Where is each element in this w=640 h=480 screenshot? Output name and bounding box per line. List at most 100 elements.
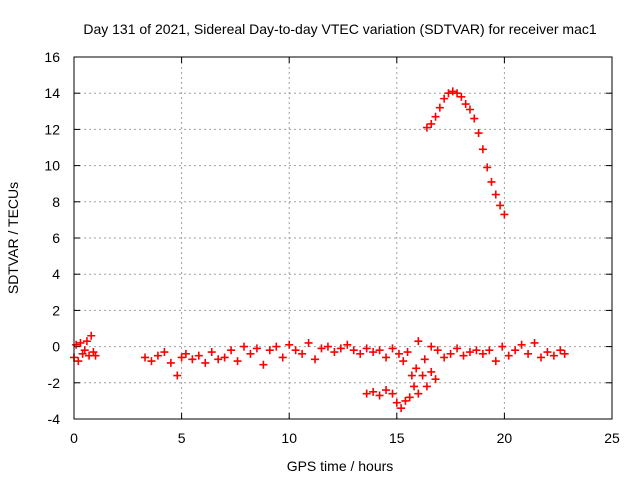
data-point xyxy=(500,210,509,219)
data-point xyxy=(285,340,294,349)
y-axis-label: SDTVAR / TECUs xyxy=(5,182,21,294)
data-point xyxy=(440,353,449,362)
data-point xyxy=(82,337,91,346)
data-point xyxy=(87,331,96,340)
y-tick-label: -2 xyxy=(48,375,61,391)
data-point xyxy=(414,337,423,346)
data-point xyxy=(453,89,462,98)
data-point xyxy=(496,201,505,210)
series-sdtvar-low-cluster xyxy=(70,331,569,413)
data-point xyxy=(536,353,545,362)
x-axis-label: GPS time / hours xyxy=(287,458,394,474)
y-tick-label: 0 xyxy=(52,339,60,355)
data-point xyxy=(474,129,483,138)
data-point xyxy=(549,351,558,360)
data-point xyxy=(491,190,500,199)
data-point xyxy=(375,391,384,400)
data-point xyxy=(246,349,255,358)
y-tick-label: 12 xyxy=(44,121,60,137)
x-tick-label: 25 xyxy=(604,430,620,446)
y-tick-label: -4 xyxy=(48,411,61,427)
axis-ticks: 0 5 10 15 20 25 -4 -2 0 2 4 6 8 10 12 14 16 xyxy=(44,49,620,446)
data-point xyxy=(362,389,371,398)
data-point xyxy=(433,346,442,355)
data-point xyxy=(147,357,156,366)
data-point xyxy=(517,340,526,349)
data-point xyxy=(317,344,326,353)
data-point xyxy=(382,353,391,362)
data-point xyxy=(291,346,300,355)
data-point xyxy=(556,346,565,355)
y-tick-label: 6 xyxy=(52,230,60,246)
x-tick-label: 10 xyxy=(281,430,297,446)
data-point xyxy=(76,338,85,347)
data-point xyxy=(487,177,496,186)
data-point xyxy=(461,100,470,109)
chart-title: Day 131 of 2021, Sidereal Day-to-day VTE… xyxy=(83,21,596,37)
data-point xyxy=(72,340,81,349)
data-point xyxy=(207,348,216,357)
data-point xyxy=(410,382,419,391)
data-point xyxy=(160,348,169,357)
data-point xyxy=(181,349,190,358)
data-point xyxy=(422,382,431,391)
data-point xyxy=(448,87,457,96)
data-point xyxy=(375,346,384,355)
data-point xyxy=(141,353,150,362)
data-point xyxy=(177,353,186,362)
data-point xyxy=(485,346,494,355)
data-point xyxy=(543,348,552,357)
data-point xyxy=(91,351,100,360)
data-point xyxy=(459,351,468,360)
data-point xyxy=(388,344,397,353)
data-point xyxy=(431,112,440,121)
y-tick-label: 2 xyxy=(52,302,60,318)
y-tick-label: 8 xyxy=(52,194,60,210)
data-point xyxy=(388,389,397,398)
data-point xyxy=(356,349,365,358)
data-point xyxy=(227,346,236,355)
data-point xyxy=(336,344,345,353)
data-point xyxy=(252,344,261,353)
data-point xyxy=(394,349,403,358)
data-point xyxy=(504,351,513,360)
data-point xyxy=(166,358,175,367)
data-point xyxy=(418,371,427,380)
data-point xyxy=(201,358,210,367)
data-point xyxy=(470,114,479,123)
x-tick-label: 5 xyxy=(178,430,186,446)
data-point xyxy=(511,346,520,355)
data-point xyxy=(427,119,436,128)
data-point xyxy=(220,353,229,362)
data-point xyxy=(453,344,462,353)
data-point xyxy=(311,355,320,364)
data-point xyxy=(427,342,436,351)
data-point xyxy=(444,89,453,98)
data-point xyxy=(397,404,406,413)
data-point xyxy=(465,105,474,114)
y-tick-label: 10 xyxy=(44,158,60,174)
data-point xyxy=(405,393,414,402)
data-point xyxy=(414,389,423,398)
data-points xyxy=(70,87,569,413)
data-point xyxy=(478,349,487,358)
data-point xyxy=(422,123,431,132)
data-point xyxy=(498,342,507,351)
data-point xyxy=(214,355,223,364)
data-point xyxy=(431,375,440,384)
data-point xyxy=(440,94,449,103)
data-point xyxy=(74,357,83,366)
data-point xyxy=(392,398,401,407)
data-point xyxy=(265,346,274,355)
data-point xyxy=(435,103,444,112)
data-point xyxy=(233,357,242,366)
data-point xyxy=(478,145,487,154)
x-tick-label: 15 xyxy=(389,430,405,446)
y-tick-label: 14 xyxy=(44,85,60,101)
data-point xyxy=(382,386,391,395)
data-point xyxy=(403,348,412,357)
data-point xyxy=(369,348,378,357)
data-point xyxy=(457,92,466,101)
x-tick-label: 20 xyxy=(497,430,513,446)
data-point xyxy=(491,357,500,366)
